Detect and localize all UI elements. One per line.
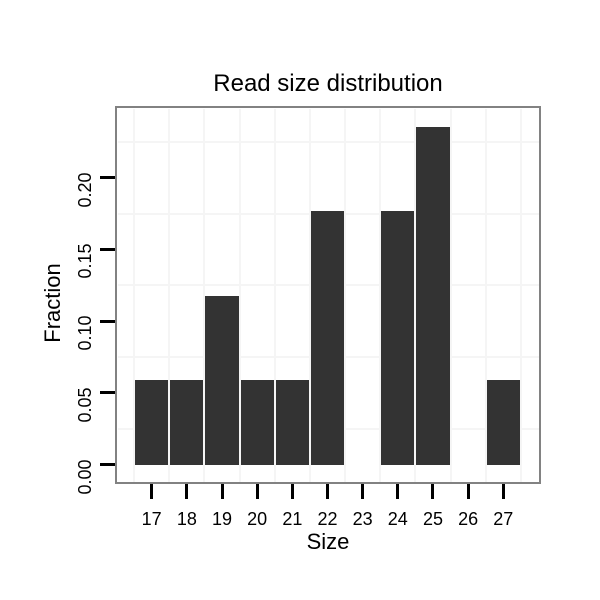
minor-gridline-vertical xyxy=(414,108,417,482)
minor-gridline-vertical xyxy=(133,108,136,482)
x-tick-label: 18 xyxy=(176,509,197,529)
y-tick-label: 0.20 xyxy=(75,172,95,208)
minor-gridline-vertical xyxy=(484,108,487,482)
minor-gridline-vertical xyxy=(238,108,241,482)
minor-gridline-vertical xyxy=(379,108,382,482)
y-tick-mark xyxy=(100,247,115,251)
minor-gridline-vertical xyxy=(449,108,452,482)
y-tick-mark xyxy=(100,176,115,180)
bar xyxy=(486,380,520,465)
x-tick-label: 26 xyxy=(458,509,479,529)
bar xyxy=(240,380,274,465)
x-tick-label: 21 xyxy=(282,509,303,529)
x-tick-mark xyxy=(150,484,154,499)
minor-gridline-vertical xyxy=(168,108,171,482)
bar xyxy=(416,127,450,465)
x-tick-mark xyxy=(220,484,224,499)
bar xyxy=(275,380,309,465)
minor-gridline-vertical xyxy=(273,108,276,482)
x-tick-label: 22 xyxy=(317,509,338,529)
x-tick-label: 23 xyxy=(352,509,373,529)
x-tick-label: 19 xyxy=(212,509,233,529)
bar xyxy=(170,380,204,465)
x-tick-mark xyxy=(466,484,470,499)
x-tick-mark xyxy=(431,484,435,499)
x-tick-mark xyxy=(501,484,505,499)
x-tick-mark xyxy=(326,484,329,499)
x-tick-mark xyxy=(290,484,294,499)
y-tick-mark xyxy=(100,319,115,323)
x-tick-label: 20 xyxy=(247,509,268,529)
x-tick-mark xyxy=(185,484,189,499)
x-tick-mark xyxy=(396,484,400,499)
x-tick-label: 27 xyxy=(493,509,514,529)
chart-title: Read size distribution xyxy=(213,70,443,97)
y-tick-mark xyxy=(100,391,115,395)
y-tick-label: 0.00 xyxy=(75,459,95,495)
x-tick-label: 17 xyxy=(141,509,162,529)
x-tick-mark xyxy=(361,484,365,499)
minor-gridline-vertical xyxy=(203,108,206,482)
bar xyxy=(205,295,239,465)
bar xyxy=(310,211,345,465)
y-tick-label: 0.15 xyxy=(75,243,95,279)
x-tick-label: 24 xyxy=(387,509,408,529)
minor-gridline-vertical xyxy=(519,108,522,482)
y-tick-label: 0.05 xyxy=(75,387,95,423)
y-tick-mark xyxy=(100,463,115,467)
y-axis-title: Fraction xyxy=(40,263,65,343)
y-tick-label: 0.10 xyxy=(75,315,95,351)
x-tick-mark xyxy=(255,484,259,499)
minor-gridline-vertical xyxy=(344,108,347,482)
x-axis-title: Size xyxy=(306,529,350,554)
bar xyxy=(135,380,169,465)
minor-gridline-vertical xyxy=(308,108,311,482)
bar xyxy=(381,211,415,465)
plot-panel-border xyxy=(115,106,541,484)
x-tick-label: 25 xyxy=(422,509,443,529)
minor-gridline-horizontal xyxy=(117,140,539,143)
